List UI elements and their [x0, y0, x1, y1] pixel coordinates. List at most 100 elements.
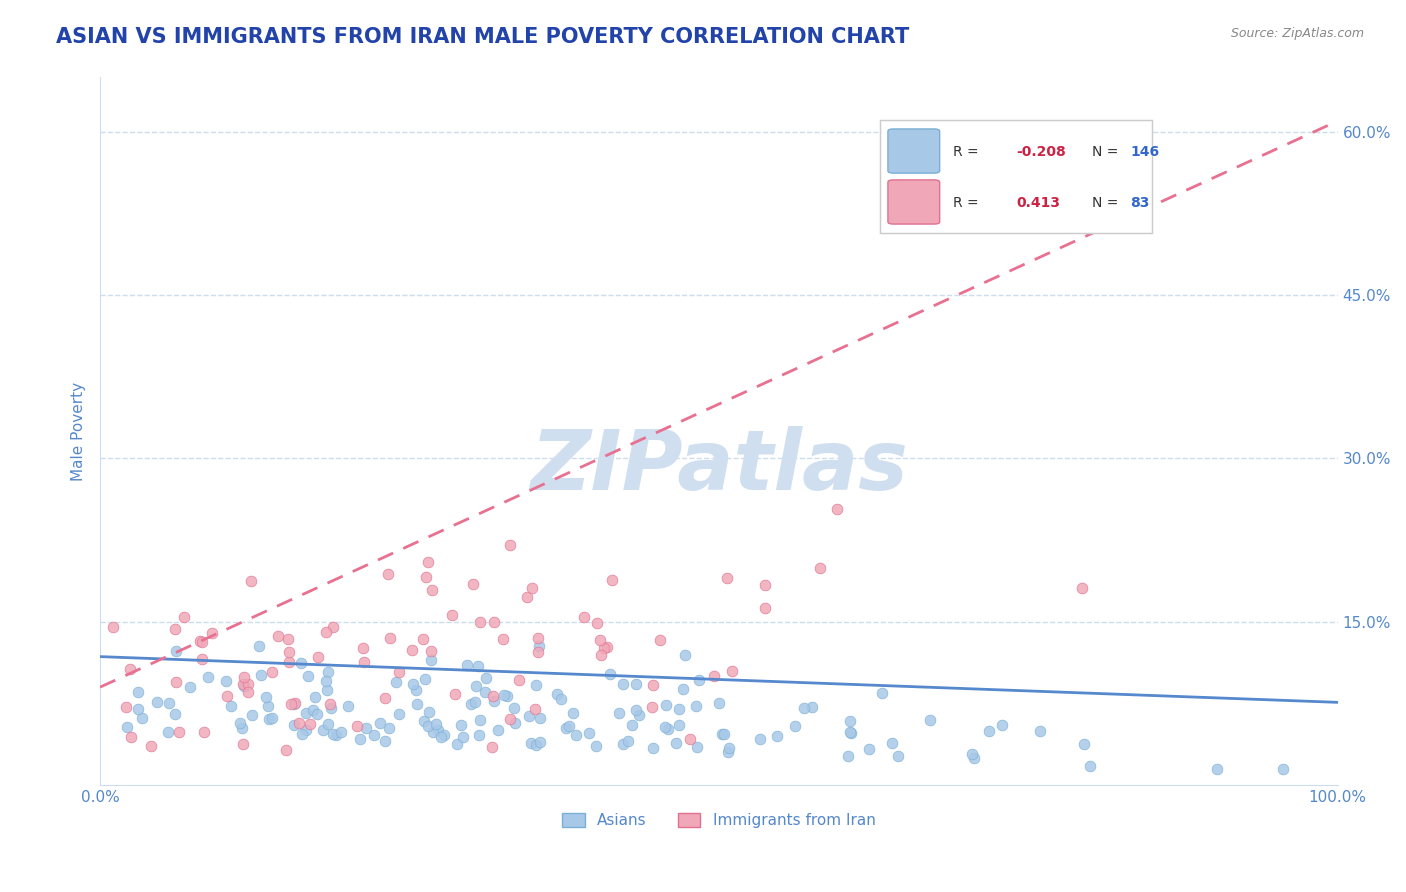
- Point: [624, 677, 647, 691]
- Point: [278, 645, 301, 659]
- Point: [1206, 762, 1229, 776]
- Point: [641, 699, 664, 714]
- Point: [839, 714, 862, 729]
- Point: [405, 682, 427, 697]
- Y-axis label: Male Poverty: Male Poverty: [72, 382, 86, 481]
- Point: [626, 703, 648, 717]
- Point: [301, 703, 323, 717]
- Point: [283, 718, 305, 732]
- Point: [232, 677, 254, 691]
- Point: [249, 640, 271, 654]
- Point: [593, 640, 616, 655]
- Point: [354, 721, 377, 735]
- Point: [464, 695, 486, 709]
- Point: [291, 727, 314, 741]
- Point: [503, 701, 526, 715]
- Point: [304, 690, 326, 705]
- Point: [295, 706, 318, 720]
- Point: [325, 728, 347, 742]
- Point: [167, 725, 190, 739]
- Point: [416, 555, 439, 569]
- Point: [657, 722, 679, 736]
- Point: [114, 700, 136, 714]
- Point: [146, 695, 169, 709]
- Text: Source: ZipAtlas.com: Source: ZipAtlas.com: [1230, 27, 1364, 40]
- Point: [607, 706, 630, 721]
- Point: [589, 633, 612, 648]
- Point: [991, 717, 1014, 731]
- Point: [685, 740, 707, 755]
- Point: [127, 685, 149, 699]
- Point: [315, 625, 337, 640]
- Point: [468, 713, 491, 727]
- Point: [315, 674, 337, 689]
- Point: [837, 748, 859, 763]
- Point: [283, 697, 305, 711]
- Point: [173, 610, 195, 624]
- Point: [484, 694, 506, 708]
- Point: [215, 673, 238, 688]
- Point: [378, 631, 401, 645]
- Point: [419, 653, 441, 667]
- Point: [716, 745, 738, 759]
- Point: [474, 684, 496, 698]
- Point: [363, 728, 385, 742]
- Point: [617, 733, 640, 747]
- Point: [233, 670, 256, 684]
- Text: ZIPatlas: ZIPatlas: [530, 426, 908, 508]
- Point: [467, 658, 489, 673]
- Point: [416, 719, 439, 733]
- Point: [527, 639, 550, 653]
- Point: [120, 731, 142, 745]
- Point: [267, 629, 290, 643]
- Point: [163, 707, 186, 722]
- Point: [441, 607, 464, 622]
- Point: [321, 700, 343, 714]
- Point: [464, 679, 486, 693]
- Point: [529, 735, 551, 749]
- Point: [612, 737, 634, 751]
- Point: [870, 686, 893, 700]
- Point: [621, 718, 644, 732]
- Point: [754, 600, 776, 615]
- Point: [139, 739, 162, 753]
- Point: [710, 727, 733, 741]
- Point: [433, 728, 456, 742]
- Point: [561, 706, 583, 720]
- Point: [554, 721, 576, 735]
- Point: [456, 658, 478, 673]
- Point: [664, 737, 686, 751]
- Point: [288, 716, 311, 731]
- Point: [312, 723, 335, 737]
- Point: [193, 725, 215, 739]
- Point: [565, 728, 588, 742]
- Point: [492, 632, 515, 646]
- Point: [499, 538, 522, 552]
- Point: [612, 676, 634, 690]
- Point: [415, 570, 437, 584]
- Point: [641, 741, 664, 756]
- Point: [600, 573, 623, 587]
- Point: [808, 560, 831, 574]
- Point: [688, 673, 710, 687]
- Point: [524, 739, 547, 753]
- Point: [546, 687, 568, 701]
- Point: [413, 672, 436, 686]
- Point: [319, 698, 342, 712]
- Point: [260, 665, 283, 679]
- Point: [280, 697, 302, 711]
- Point: [257, 698, 280, 713]
- Point: [378, 721, 401, 735]
- Point: [886, 748, 908, 763]
- Point: [527, 632, 550, 646]
- Point: [1070, 582, 1092, 596]
- Point: [450, 718, 472, 732]
- Point: [277, 632, 299, 646]
- Point: [672, 682, 695, 697]
- Point: [219, 698, 242, 713]
- Point: [468, 615, 491, 629]
- Point: [401, 643, 423, 657]
- Point: [446, 737, 468, 751]
- Point: [239, 574, 262, 588]
- Point: [422, 724, 444, 739]
